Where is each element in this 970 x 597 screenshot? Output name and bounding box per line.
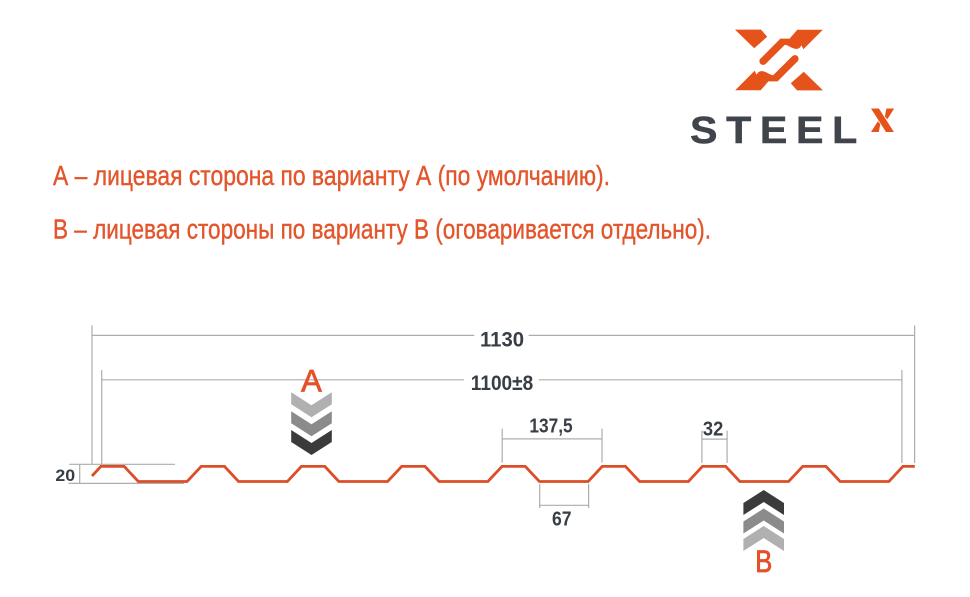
svg-text:32: 32 [703,419,723,441]
svg-text:137,5: 137,5 [529,416,572,438]
svg-text:1100±8: 1100±8 [471,372,534,395]
svg-text:В – лицевая стороны по вариант: В – лицевая стороны по варианту В (огова… [53,214,711,245]
svg-text:STEEL: STEEL [690,110,866,152]
svg-text:А: А [301,363,322,399]
svg-text:20: 20 [55,466,75,485]
svg-text:1130: 1130 [480,329,524,352]
svg-text:В: В [755,543,772,579]
svg-text:67: 67 [552,509,572,531]
svg-text:А – лицевая сторона по вариант: А – лицевая сторона по варианту А (по ум… [53,160,610,191]
